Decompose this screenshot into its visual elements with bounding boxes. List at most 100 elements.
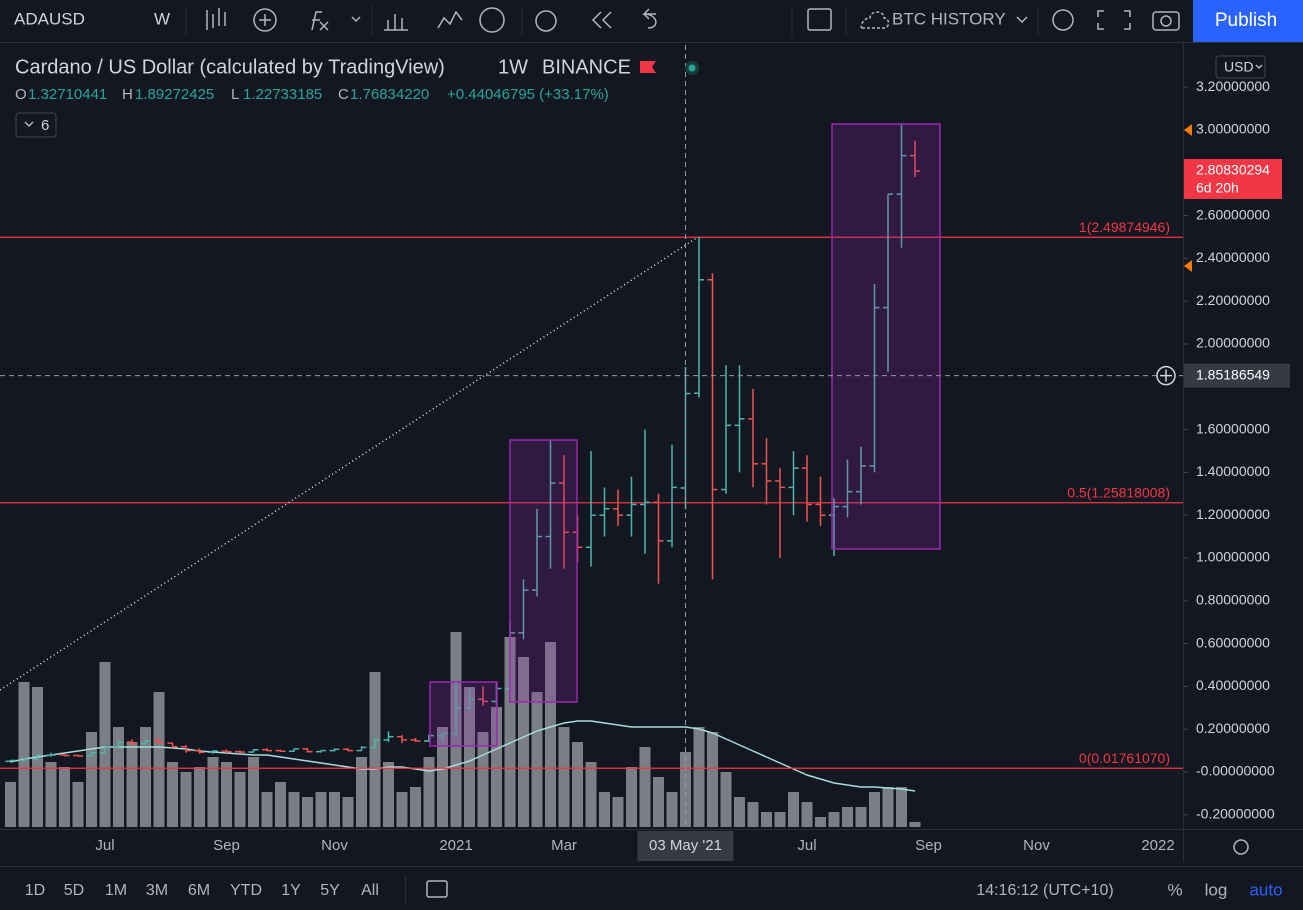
volume-bar [815, 817, 826, 827]
volume-bar [369, 672, 381, 827]
volume-ma-line [10, 720, 916, 792]
replay-icon[interactable] [591, 11, 612, 29]
countdown-label: 6d 20h [1196, 180, 1239, 196]
auto-toggle[interactable]: auto [1249, 880, 1282, 899]
fullscreen-icon[interactable] [1097, 10, 1131, 30]
chevron-icon [24, 121, 34, 128]
volume-bar [383, 762, 394, 827]
rectangle-drawing[interactable] [509, 439, 578, 703]
fib-level-label: 0.5(1.25818008) [1067, 484, 1170, 500]
log-toggle[interactable]: log [1205, 880, 1228, 899]
volume-bar [666, 792, 678, 827]
layout-name[interactable]: BTC HISTORY [892, 9, 1006, 28]
y-tick-label: 0.80000000 [1196, 591, 1270, 607]
x-tick-label: Nov [1023, 837, 1050, 854]
legend-open: 1.32710441 [28, 86, 107, 103]
y-tick-label: 2.00000000 [1196, 335, 1270, 351]
settings-icon[interactable] [1052, 9, 1074, 31]
volume-bar [626, 767, 637, 827]
cloud-icon[interactable] [860, 11, 890, 29]
currency[interactable]: USD [1224, 59, 1254, 75]
volume-bar [140, 727, 151, 827]
bars-icon[interactable] [206, 8, 226, 30]
range-button[interactable]: 3M [146, 882, 168, 899]
volume-bar [882, 787, 894, 827]
undo-icon[interactable] [642, 8, 657, 29]
volume-bar [437, 727, 448, 827]
y-tick-label: 3.00000000 [1196, 121, 1270, 137]
y-tick-label: 0.40000000 [1196, 677, 1270, 693]
indicators-count: 6 [41, 117, 49, 134]
x-tick-label: 2021 [439, 837, 472, 854]
clock[interactable]: 14:16:12 (UTC+10) [976, 882, 1113, 899]
rectangle-drawing[interactable] [429, 681, 498, 747]
y-tick-label: 0.20000000 [1196, 720, 1270, 736]
alert-icon[interactable] [535, 10, 557, 32]
volume-bar [693, 727, 705, 827]
x-tick-label: Jul [95, 837, 114, 854]
volume-bar [761, 812, 772, 827]
legend-high: 1.89272425 [135, 86, 214, 103]
crosshair-y-label-bg [1184, 363, 1290, 388]
volume-bar [423, 757, 435, 827]
trend-line[interactable] [0, 236, 699, 691]
legend-close: 1.76834220 [350, 86, 429, 103]
range-button[interactable]: 6M [188, 882, 210, 899]
publish-label[interactable]: Publish [1215, 10, 1277, 31]
publish-button[interactable] [1193, 0, 1303, 42]
fib-level-label: 0(0.01761070) [1079, 750, 1170, 766]
chart-icon[interactable] [437, 10, 463, 29]
layout-icon[interactable] [807, 8, 832, 31]
layout-dropdown[interactable] [1016, 16, 1028, 24]
goto-date-icon[interactable] [426, 880, 448, 898]
legend-c-label: C [338, 86, 349, 103]
volume-bar [477, 732, 489, 827]
currency-box[interactable] [1215, 55, 1266, 79]
dropdown-icon[interactable] [351, 16, 361, 23]
plot: 3.20000000 3.00000000 2.60000000 2.40000000… [0, 78, 1275, 861]
volume-bar [153, 692, 165, 827]
fx-icon[interactable] [311, 11, 329, 31]
symbol[interactable]: ADAUSD [14, 9, 85, 28]
range-button[interactable]: 1M [105, 882, 127, 899]
toolbar-bg [0, 0, 1303, 42]
x-tick-label: 2022 [1141, 837, 1174, 854]
volume-bar [531, 692, 543, 827]
volume-bar [288, 792, 300, 827]
flag-icon[interactable] [640, 61, 656, 73]
range-button[interactable]: 5Y [320, 882, 340, 899]
y-tick-label: -0.00000000 [1196, 763, 1275, 779]
volume-bar [329, 792, 340, 827]
legend: Cardano / US Dollar (calculated by Tradi… [15, 56, 699, 138]
status-dot [688, 64, 696, 72]
rectangle-drawing[interactable] [831, 123, 941, 550]
volume-bar [396, 792, 408, 827]
y-tick-label: 0.60000000 [1196, 634, 1270, 650]
range-button[interactable]: 1D [25, 882, 45, 899]
indicators-toggle[interactable] [15, 112, 57, 138]
volume-bar [842, 807, 853, 827]
axis-settings-icon[interactable] [1233, 839, 1249, 855]
templates-icon[interactable] [384, 14, 408, 31]
range-button[interactable]: 5D [64, 882, 84, 899]
percent-toggle[interactable]: % [1167, 880, 1182, 899]
y-tick-label: 1.20000000 [1196, 506, 1270, 522]
volume-bar [18, 682, 30, 827]
add-icon[interactable] [253, 8, 277, 32]
volume-bar [342, 797, 354, 827]
volume-bar [410, 787, 421, 827]
toolbar-icons [206, 7, 1180, 33]
interval[interactable]: W [154, 9, 170, 28]
legend-exchange: BINANCE [542, 56, 631, 78]
s-icon[interactable] [479, 7, 505, 33]
range-button[interactable]: YTD [230, 882, 262, 899]
range-button[interactable]: All [361, 882, 379, 899]
volume-bar [86, 732, 97, 827]
volume-bar [5, 782, 16, 827]
range-button[interactable]: 1Y [281, 882, 301, 899]
volume-bar [558, 727, 570, 827]
volume-bar [275, 782, 286, 827]
snapshot-icon[interactable] [1152, 11, 1180, 31]
